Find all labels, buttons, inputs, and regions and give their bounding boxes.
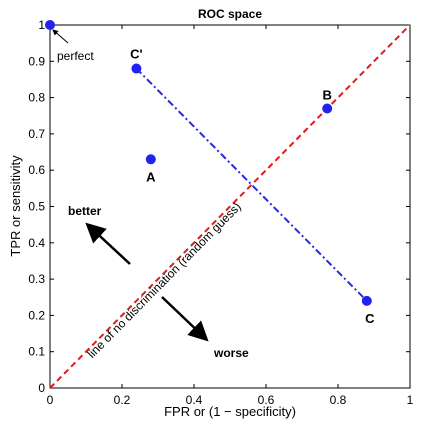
y-tick-label: 0.7 <box>28 127 45 141</box>
point-c <box>361 295 372 306</box>
diagonal-annotation: line of no discrimination (random guess) <box>84 200 243 361</box>
x-tick-label: 0.4 <box>186 393 203 407</box>
point-label: C' <box>130 47 142 62</box>
perfect-arrow <box>52 29 69 44</box>
y-tick-label: 0.9 <box>28 54 45 68</box>
point-label: B <box>323 87 332 102</box>
point-a <box>145 154 156 165</box>
point-labels: A B C C' <box>130 47 375 326</box>
point-b <box>322 103 333 114</box>
y-tick-label: 0.6 <box>28 163 45 177</box>
point-c-prime <box>131 63 142 74</box>
worse-annotation: worse <box>213 346 249 360</box>
x-axis-title: FPR or (1 − specificity) <box>164 404 296 419</box>
x-tick-label: 0.8 <box>330 393 347 407</box>
y-axis-title: TPR or sensitivity <box>8 155 23 257</box>
point-label: A <box>146 169 156 184</box>
y-tick-label: 0.5 <box>28 200 45 214</box>
y-tick-label: 0.1 <box>28 345 45 359</box>
point-perfect <box>45 20 55 30</box>
x-tick-label: 0 <box>47 393 54 407</box>
x-tick-label: 0.2 <box>114 393 131 407</box>
x-tick-label: 0.6 <box>258 393 275 407</box>
x-tick-label: 1 <box>407 393 414 407</box>
y-tick-label: 0.8 <box>28 91 45 105</box>
y-tick-label: 0.3 <box>28 272 45 286</box>
better-arrow <box>85 222 131 265</box>
series-lines <box>49 24 411 389</box>
point-label: C <box>365 311 375 326</box>
y-tick-label: 0.4 <box>28 236 45 250</box>
perfect-annotation: perfect <box>57 49 94 63</box>
random-guess-line <box>49 24 411 389</box>
y-tick-label: 0.2 <box>28 308 45 322</box>
axis-ticks: 0 0.2 0.4 0.6 0.8 1 0 0.1 0.2 0.3 0.4 0.5 0.6 0.7 0.8 0… <box>28 18 413 407</box>
worse-arrow <box>161 296 209 342</box>
y-tick-label: 1 <box>38 18 45 32</box>
y-tick-label: 0 <box>38 381 45 395</box>
data-points <box>45 20 372 306</box>
better-annotation: better <box>68 204 102 218</box>
chart-title: ROC space <box>198 7 262 21</box>
mirror-line <box>135 67 368 302</box>
